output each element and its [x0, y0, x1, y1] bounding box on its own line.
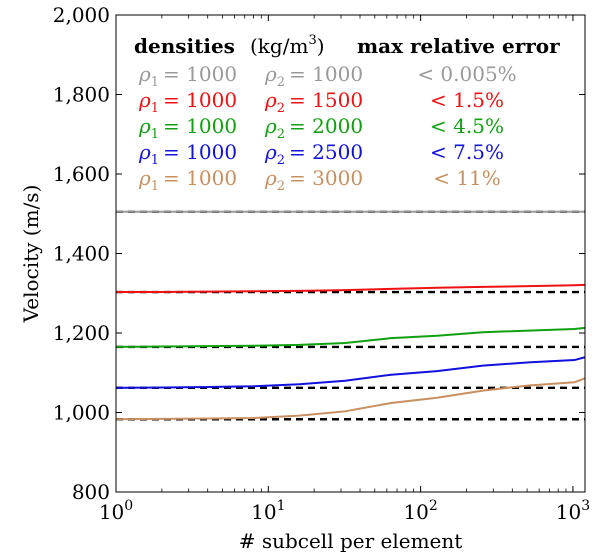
legend-rho1-4: ρ1 = 1000 [138, 140, 237, 168]
series-line-4 [115, 356, 586, 389]
series-line-5 [115, 377, 586, 421]
y-tick-label: 1,000 [53, 401, 110, 425]
axis-layer: 800 1,000 1,200 1,400 1,600 1,800 2,000 100 101 1… [53, 3, 590, 524]
series-line-2 [116, 283, 586, 294]
legend-error-2: < 1.5% [430, 88, 504, 112]
legend-rho1-1: ρ1 = 1000 [138, 62, 237, 90]
legend-error-3: < 4.5% [430, 114, 504, 138]
y-tick-label: 1,800 [53, 83, 110, 107]
legend-error-5: < 11% [433, 166, 501, 190]
legend-rho2-3: ρ2 = 2000 [264, 114, 363, 142]
y-tick-label: 2,000 [53, 3, 110, 27]
legend-rho1-3: ρ1 = 1000 [138, 114, 237, 142]
legend-rho2-1: ρ2 = 1000 [264, 62, 363, 90]
series-line-3 [115, 326, 586, 348]
x-axis-label: # subcell per element [239, 529, 463, 553]
y-tick-label: 800 [72, 480, 110, 504]
y-tick-label: 1,200 [53, 321, 110, 345]
y-axis-label: Velocity (m/s) [19, 185, 43, 324]
y-tick-label: 1,400 [53, 242, 110, 266]
x-tick-label: 103 [556, 498, 590, 524]
legend: densities (kg/m3) max relative error ρ1 = 10… [134, 33, 560, 194]
legend-rho2-4: ρ2 = 2500 [264, 140, 363, 168]
x-tick-label: 102 [403, 498, 437, 524]
legend-header-densities: densities [134, 34, 235, 58]
legend-header-units: (kg/m3) [250, 33, 325, 58]
plot-layer [115, 210, 586, 421]
legend-error-1: < 0.005% [417, 62, 516, 86]
legend-rho1-2: ρ1 = 1000 [138, 88, 237, 116]
x-tick-label: 100 [99, 498, 133, 524]
legend-rho2-2: ρ2 = 1500 [264, 88, 363, 116]
legend-rho1-5: ρ1 = 1000 [138, 166, 237, 194]
x-tick-label: 101 [251, 498, 285, 524]
y-tick-label: 1,600 [53, 162, 110, 186]
legend-rho2-5: ρ2 = 3000 [264, 166, 363, 194]
legend-header-error: max relative error [357, 34, 560, 58]
legend-error-4: < 7.5% [430, 140, 504, 164]
